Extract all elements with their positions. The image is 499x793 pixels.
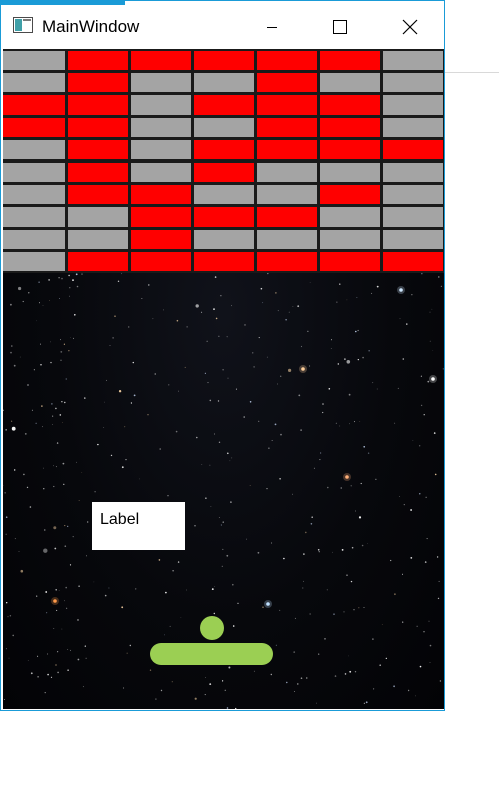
brick — [256, 140, 317, 160]
brick — [256, 184, 317, 205]
brick — [130, 252, 191, 272]
brick — [193, 207, 254, 227]
brick — [382, 162, 443, 182]
brick — [319, 229, 380, 250]
brick — [67, 95, 128, 115]
close-icon — [402, 19, 418, 34]
brick — [319, 162, 380, 182]
brick — [319, 252, 380, 272]
main-window: MainWindow Label — [0, 0, 445, 711]
brick — [256, 162, 317, 182]
brick — [193, 50, 254, 70]
brick — [319, 184, 380, 205]
brick — [193, 229, 254, 250]
brick — [130, 72, 191, 93]
brick — [67, 207, 128, 227]
brick — [256, 229, 317, 250]
brick — [67, 252, 128, 272]
brick — [130, 162, 191, 182]
brick — [382, 140, 443, 160]
brick — [382, 252, 443, 272]
brick — [3, 50, 65, 70]
brick — [67, 229, 128, 250]
status-label: Label — [92, 502, 185, 550]
brick — [193, 140, 254, 160]
brick — [3, 117, 65, 138]
paddle[interactable] — [150, 643, 273, 665]
brick — [3, 207, 65, 227]
brick — [67, 117, 128, 138]
brick — [382, 184, 443, 205]
brick-wall — [3, 49, 444, 273]
brick — [193, 95, 254, 115]
brick — [130, 95, 191, 115]
brick — [67, 50, 128, 70]
brick — [67, 140, 128, 160]
desktop-divider — [444, 72, 499, 73]
brick — [382, 117, 443, 138]
brick — [3, 252, 65, 272]
app-window-icon — [13, 17, 33, 33]
window-title: MainWindow — [42, 17, 140, 36]
brick — [193, 252, 254, 272]
brick — [382, 229, 443, 250]
brick — [130, 117, 191, 138]
brick — [319, 72, 380, 93]
brick — [256, 72, 317, 93]
brick — [382, 95, 443, 115]
brick — [319, 140, 380, 160]
brick — [130, 140, 191, 160]
brick — [256, 252, 317, 272]
brick — [319, 50, 380, 70]
brick — [3, 184, 65, 205]
brick — [319, 207, 380, 227]
close-button[interactable] — [387, 5, 433, 48]
brick — [193, 162, 254, 182]
brick — [382, 207, 443, 227]
brick — [319, 117, 380, 138]
window-accent-strip — [0, 0, 125, 5]
game-canvas[interactable]: Label — [3, 49, 444, 709]
brick — [193, 184, 254, 205]
brick — [256, 117, 317, 138]
brick — [3, 162, 65, 182]
brick — [193, 117, 254, 138]
brick — [256, 50, 317, 70]
title-bar[interactable]: MainWindow — [1, 5, 444, 48]
brick — [256, 207, 317, 227]
maximize-icon — [333, 19, 347, 34]
brick — [130, 229, 191, 250]
brick — [3, 140, 65, 160]
brick — [130, 50, 191, 70]
brick — [319, 95, 380, 115]
brick — [193, 72, 254, 93]
brick — [130, 184, 191, 205]
brick — [382, 72, 443, 93]
brick — [382, 50, 443, 70]
brick — [67, 184, 128, 205]
brick — [256, 95, 317, 115]
brick — [67, 72, 128, 93]
brick — [67, 162, 128, 182]
maximize-button[interactable] — [317, 5, 363, 48]
ball — [200, 616, 224, 640]
brick — [130, 207, 191, 227]
brick — [3, 95, 65, 115]
minimize-button[interactable] — [249, 5, 295, 48]
minimize-icon — [267, 26, 277, 28]
brick — [3, 72, 65, 93]
brick — [3, 229, 65, 250]
